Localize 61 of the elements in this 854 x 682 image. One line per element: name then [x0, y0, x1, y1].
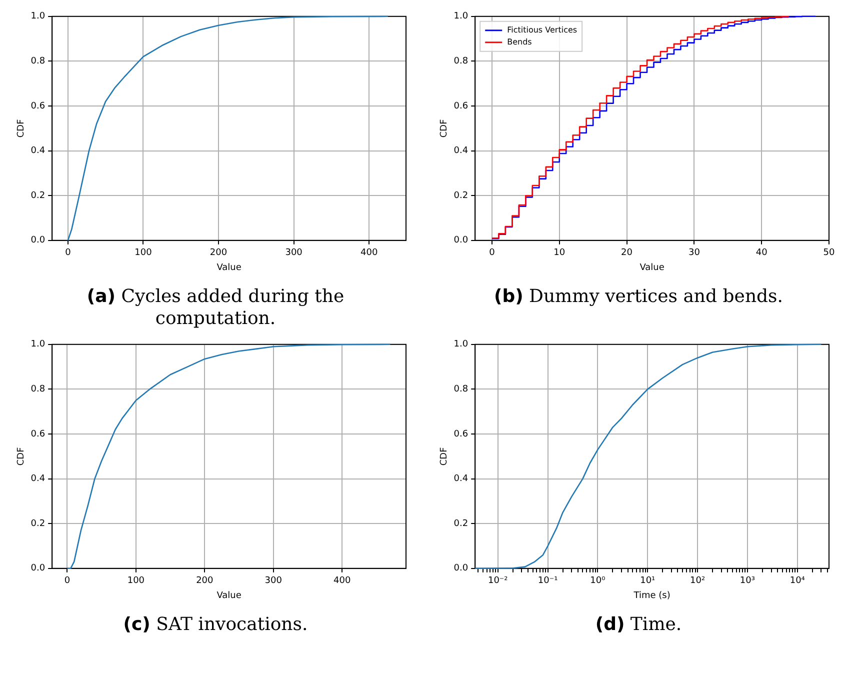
y-axis-title: CDF	[440, 447, 450, 466]
y-tick-label: 0.0	[454, 564, 468, 574]
x-tick-label: 300	[285, 248, 303, 258]
y-tick-label: 0.0	[30, 236, 46, 246]
x-tick-label: 10³	[740, 576, 756, 586]
y-tick-label: 1.0	[454, 340, 468, 350]
x-tick-label: 20	[621, 248, 633, 258]
text: (b) Dummy vertices and bends.	[494, 286, 784, 307]
y-tick-label: 0.6	[30, 429, 46, 440]
y-axis-title: CDF	[440, 119, 450, 138]
x-tick-label: 10⁴	[790, 576, 806, 586]
y-tick-label: 0.4	[30, 146, 46, 156]
y-tick-label: 1.0	[454, 12, 468, 22]
y-tick-label: 0.8	[30, 56, 46, 67]
x-tick-label: 10⁻²	[488, 576, 508, 586]
y-tick-label: 0.8	[454, 56, 468, 67]
x-tick-label: 0	[65, 248, 72, 258]
x-axis-title: Time (s)	[632, 590, 670, 601]
y-tick-label: 0.4	[30, 474, 46, 484]
y-tick-label: 0.2	[454, 190, 468, 201]
y-tick-label: 0.8	[454, 384, 468, 395]
y-axis-title: CDF	[16, 447, 27, 466]
y-tick-label: 0.6	[454, 429, 468, 440]
x-tick-label: 10	[554, 248, 566, 258]
x-tick-label: 400	[334, 576, 351, 586]
x-tick-label: 30	[688, 248, 700, 258]
text: (d) Time.	[595, 614, 682, 635]
x-tick-label: 10¹	[640, 576, 656, 586]
x-tick-label: 10⁻¹	[538, 576, 558, 586]
x-tick-label: 300	[264, 576, 282, 586]
y-tick-label: 1.0	[30, 12, 46, 22]
x-axis-title: Value	[216, 590, 242, 601]
legend-label: Bends	[507, 37, 532, 46]
x-tick-label: 200	[210, 248, 228, 258]
x-tick-label: 100	[127, 576, 145, 586]
x-tick-label: 10⁰	[590, 576, 606, 586]
y-tick-label: 0.6	[454, 101, 468, 112]
y-tick-label: 0.2	[454, 518, 468, 529]
x-tick-label: 200	[196, 576, 214, 586]
x-tick-label: 10²	[690, 576, 706, 586]
x-tick-label: 50	[823, 248, 835, 258]
y-tick-label: 0.2	[30, 190, 46, 201]
y-tick-label: 0.0	[454, 236, 468, 246]
y-axis-title: CDF	[16, 119, 27, 138]
x-tick-label: 100	[134, 248, 152, 258]
y-tick-label: 0.2	[30, 518, 46, 529]
x-axis-title: Value	[216, 262, 242, 273]
y-tick-label: 0.4	[454, 146, 468, 156]
x-axis-title: Value	[640, 262, 665, 273]
y-tick-label: 1.0	[30, 340, 46, 350]
x-tick-label: 400	[360, 248, 378, 258]
y-tick-label: 0.0	[30, 564, 46, 574]
y-tick-label: 0.4	[454, 474, 468, 484]
y-tick-label: 0.6	[30, 101, 46, 112]
text: (c) SAT invocations.	[123, 614, 308, 635]
y-tick-label: 0.8	[30, 384, 46, 395]
x-tick-label: 0	[489, 248, 496, 258]
x-tick-label: 40	[756, 248, 768, 258]
legend-label: Fictitious Vertices	[507, 25, 578, 34]
text: (a) Cycles added during the computation.	[86, 286, 344, 329]
x-tick-label: 0	[64, 576, 70, 586]
